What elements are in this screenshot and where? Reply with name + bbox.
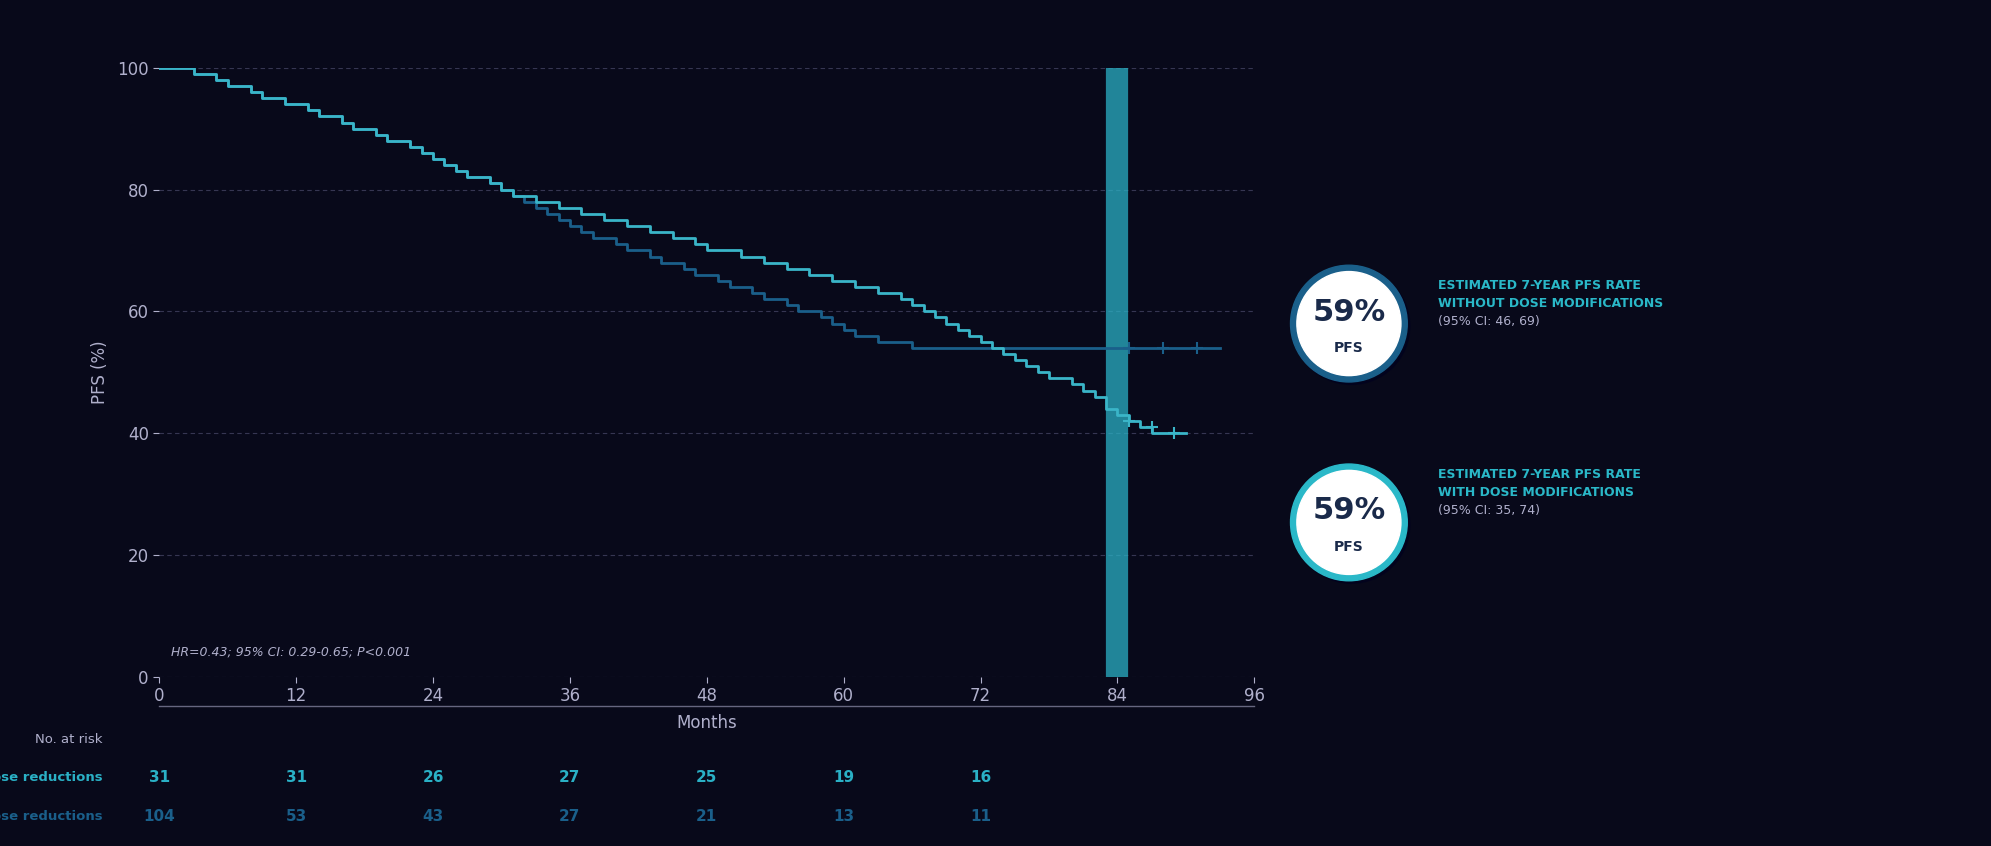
Text: 11: 11 <box>970 809 992 824</box>
Y-axis label: PFS (%): PFS (%) <box>92 340 110 404</box>
Text: No. at risk: No. at risk <box>34 733 102 745</box>
Text: PFS: PFS <box>1334 341 1364 354</box>
Text: 25: 25 <box>697 770 717 785</box>
Text: 16: 16 <box>970 770 992 785</box>
Circle shape <box>1296 272 1402 376</box>
Text: 27: 27 <box>559 809 581 824</box>
Text: 59%: 59% <box>1312 497 1386 525</box>
Text: ESTIMATED 7-YEAR PFS RATE: ESTIMATED 7-YEAR PFS RATE <box>1438 279 1641 293</box>
Text: 104: 104 <box>143 809 175 824</box>
Text: Without dose reductions: Without dose reductions <box>0 810 102 823</box>
Text: PFS: PFS <box>1334 540 1364 553</box>
Text: 27: 27 <box>559 770 581 785</box>
Text: (95% CI: 35, 74): (95% CI: 35, 74) <box>1438 503 1539 517</box>
Text: 21: 21 <box>697 809 717 824</box>
Text: 59%: 59% <box>1312 298 1386 327</box>
Circle shape <box>1290 464 1408 581</box>
Text: WITHOUT DOSE MODIFICATIONS: WITHOUT DOSE MODIFICATIONS <box>1438 297 1662 310</box>
Text: (95% CI: 46, 69): (95% CI: 46, 69) <box>1438 315 1539 328</box>
Text: 26: 26 <box>422 770 444 785</box>
Circle shape <box>1292 267 1410 385</box>
Text: HR=0.43; 95% CI: 0.29-0.65; P<0.001: HR=0.43; 95% CI: 0.29-0.65; P<0.001 <box>171 645 410 658</box>
Circle shape <box>1296 470 1402 574</box>
Text: 31: 31 <box>149 770 169 785</box>
Text: ESTIMATED 7-YEAR PFS RATE: ESTIMATED 7-YEAR PFS RATE <box>1438 468 1641 481</box>
Text: 13: 13 <box>832 809 854 824</box>
Text: 31: 31 <box>285 770 307 785</box>
Text: 19: 19 <box>832 770 854 785</box>
Circle shape <box>1292 467 1410 584</box>
X-axis label: Months: Months <box>677 713 737 732</box>
Text: 53: 53 <box>285 809 307 824</box>
Text: WITH DOSE MODIFICATIONS: WITH DOSE MODIFICATIONS <box>1438 486 1633 499</box>
Circle shape <box>1290 266 1408 382</box>
Text: 43: 43 <box>422 809 444 824</box>
Text: With dose reductions: With dose reductions <box>0 771 102 783</box>
